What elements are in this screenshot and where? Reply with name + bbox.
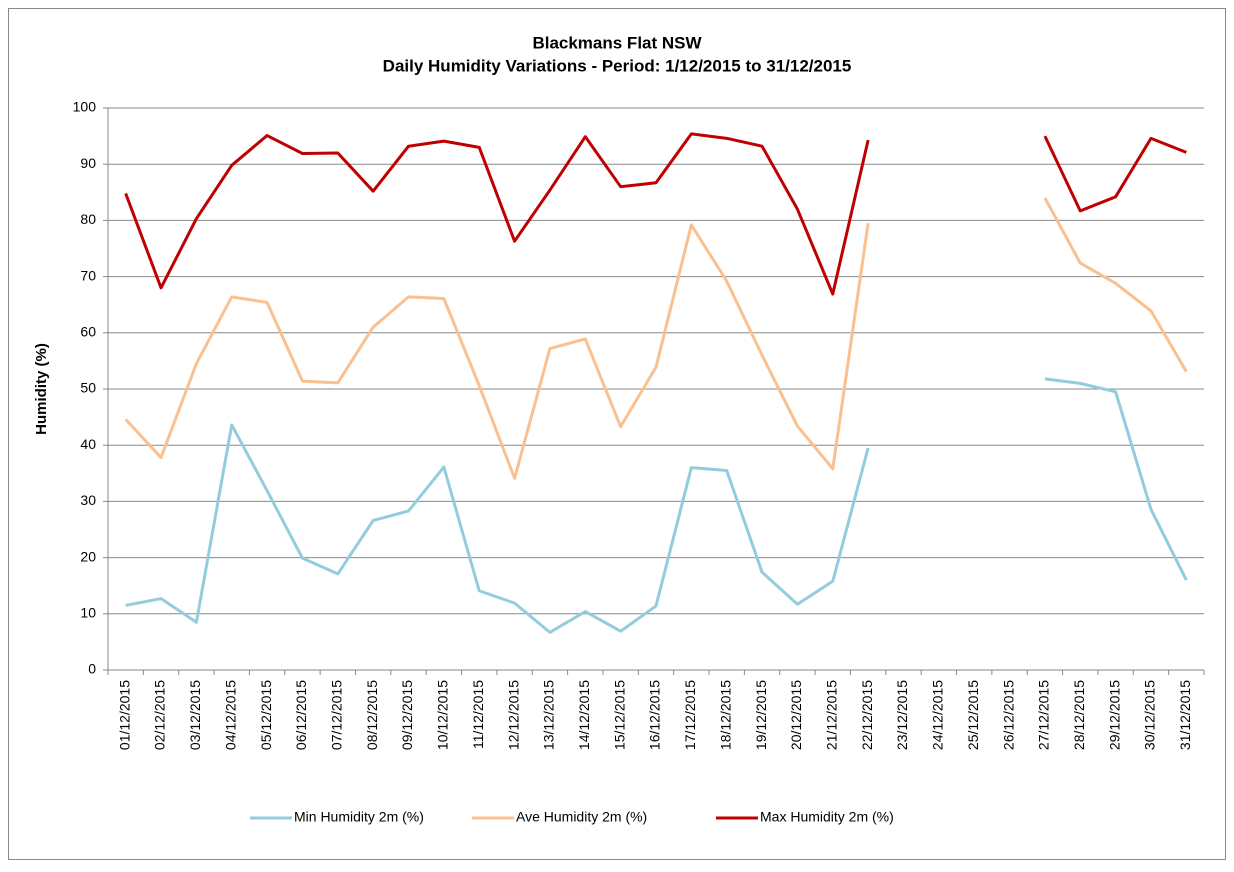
x-tick-label: 09/12/2015 <box>399 680 415 750</box>
x-tick-label: 14/12/2015 <box>576 680 592 750</box>
x-tick-label: 10/12/2015 <box>435 680 451 750</box>
x-tick-label: 19/12/2015 <box>753 680 769 750</box>
x-tick-label: 11/12/2015 <box>470 680 486 749</box>
x-tick-label: 02/12/2015 <box>152 680 168 750</box>
x-tick-label: 31/12/2015 <box>1177 680 1193 750</box>
x-tick-label: 29/12/2015 <box>1106 680 1122 750</box>
y-tick-label: 40 <box>80 436 96 452</box>
x-tick-label: 24/12/2015 <box>930 680 946 750</box>
x-tick-label: 21/12/2015 <box>823 680 839 750</box>
chart-subtitle: Daily Humidity Variations - Period: 1/12… <box>383 56 852 75</box>
x-tick-label: 01/12/2015 <box>116 680 132 750</box>
x-tick-label: 12/12/2015 <box>505 680 521 750</box>
y-tick-label: 0 <box>88 661 96 677</box>
y-tick-label: 20 <box>80 548 96 564</box>
x-tick-label: 05/12/2015 <box>258 680 274 750</box>
chart-title: Blackmans Flat NSW <box>532 33 702 52</box>
y-tick-label: 10 <box>80 605 96 621</box>
x-tick-label: 15/12/2015 <box>611 680 627 750</box>
y-tick-label: 80 <box>80 211 96 227</box>
legend-label: Max Humidity 2m (%) <box>760 809 894 825</box>
x-tick-label: 26/12/2015 <box>1000 680 1016 750</box>
legend-label: Min Humidity 2m (%) <box>294 809 424 825</box>
x-tick-label: 18/12/2015 <box>717 680 733 750</box>
x-tick-label: 23/12/2015 <box>894 680 910 750</box>
y-tick-label: 90 <box>80 155 96 171</box>
x-tick-label: 28/12/2015 <box>1071 680 1087 750</box>
x-tick-label: 03/12/2015 <box>187 680 203 750</box>
x-tick-label: 13/12/2015 <box>541 680 557 750</box>
x-tick-label: 07/12/2015 <box>329 680 345 750</box>
y-tick-label: 50 <box>80 380 96 396</box>
line-series <box>125 377 1188 634</box>
line-series <box>124 197 1188 480</box>
x-tick-label: 20/12/2015 <box>788 680 804 750</box>
y-tick-label: 60 <box>80 324 96 340</box>
x-tick-label: 27/12/2015 <box>1036 680 1052 750</box>
y-tick-label: 30 <box>80 492 96 508</box>
line-series <box>124 132 1187 296</box>
y-tick-label: 70 <box>80 267 96 283</box>
x-tick-label: 04/12/2015 <box>222 680 238 750</box>
y-tick-label: 100 <box>73 99 97 115</box>
x-tick-label: 30/12/2015 <box>1142 680 1158 750</box>
x-tick-label: 22/12/2015 <box>859 680 875 750</box>
legend-label: Ave Humidity 2m (%) <box>516 809 647 825</box>
x-tick-label: 08/12/2015 <box>364 680 380 750</box>
x-tick-label: 17/12/2015 <box>682 680 698 750</box>
chart-border <box>8 8 1226 860</box>
x-tick-label: 16/12/2015 <box>647 680 663 750</box>
y-axis-label: Humidity (%) <box>33 343 50 435</box>
x-tick-label: 06/12/2015 <box>293 680 309 750</box>
x-tick-label: 25/12/2015 <box>965 680 981 750</box>
